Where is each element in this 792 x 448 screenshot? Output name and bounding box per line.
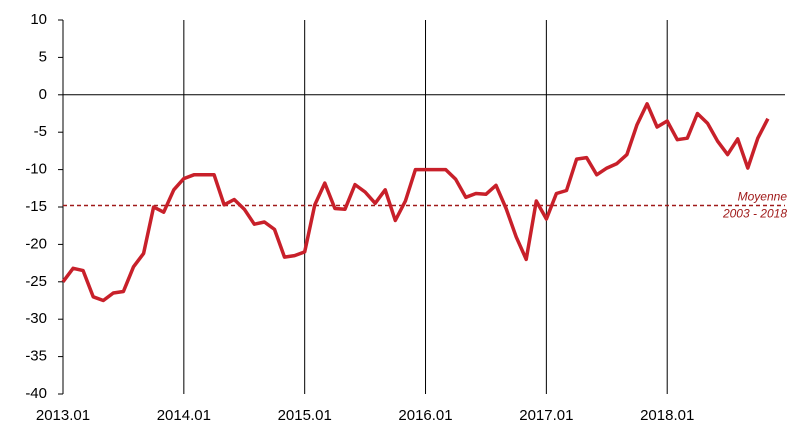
y-tick-label: -35 bbox=[25, 348, 47, 365]
x-tick-label: 2018.01 bbox=[640, 407, 694, 424]
y-tick-label: -5 bbox=[34, 123, 47, 140]
x-tick-label: 2016.01 bbox=[398, 407, 452, 424]
y-tick-label: -15 bbox=[25, 198, 47, 215]
data-line bbox=[61, 102, 770, 303]
y-tick-label: -10 bbox=[25, 161, 47, 178]
y-tick-label: 5 bbox=[39, 48, 47, 65]
average-label: Moyenne bbox=[738, 190, 788, 204]
y-tick-label: 0 bbox=[39, 86, 47, 103]
x-tick-label: 2015.01 bbox=[278, 407, 332, 424]
y-tick-label: -20 bbox=[25, 235, 47, 252]
average-label: 2003 - 2018 bbox=[722, 207, 787, 221]
y-tick-label: -40 bbox=[25, 385, 47, 402]
x-tick-label: 2013.01 bbox=[36, 407, 90, 424]
y-tick-label: 10 bbox=[30, 11, 47, 28]
y-tick-label: -30 bbox=[25, 310, 47, 327]
x-tick-label: 2014.01 bbox=[157, 407, 211, 424]
y-tick-label: -25 bbox=[25, 273, 47, 290]
x-tick-label: 2017.01 bbox=[519, 407, 573, 424]
